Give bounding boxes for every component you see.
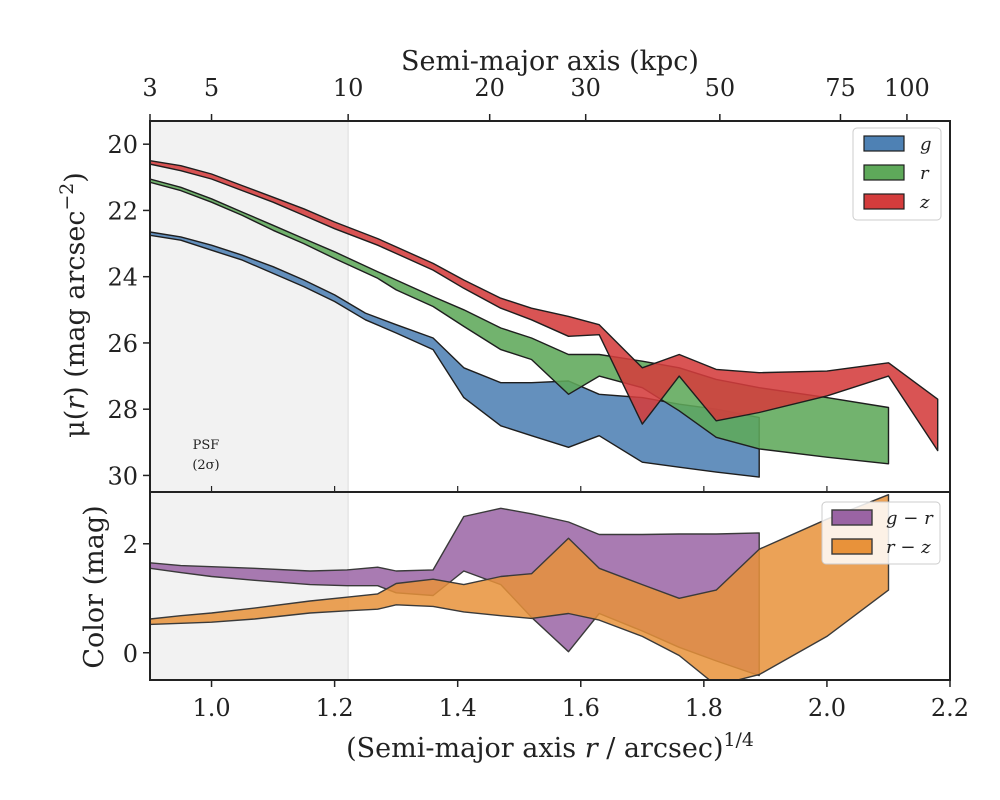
x-tick-label: 1.2 — [316, 694, 354, 722]
kpc-tick-label: 10 — [333, 74, 364, 102]
x-axis-label: (Semi-major axis r / arcsec)1/4 — [346, 729, 754, 764]
legend-label-z: z — [919, 192, 930, 213]
psf-shaded-region — [150, 121, 349, 492]
y-axis-label: μ(r) (mag arcsec−2) — [56, 172, 91, 438]
kpc-tick-label: 5 — [204, 74, 219, 102]
band-rz — [150, 494, 890, 680]
legend-swatch-rz — [831, 538, 873, 555]
kpc-tick-label: 50 — [705, 74, 736, 102]
legend-swatch-r — [863, 164, 905, 181]
kpc-tick-label: 3 — [142, 74, 157, 102]
color-y-tick-label: 0 — [123, 640, 138, 668]
x-tick-label: 1.4 — [439, 694, 477, 722]
legend-label-g: g — [920, 134, 932, 155]
x-tick-label: 2.2 — [931, 694, 969, 722]
psf-shaded-region-lower — [150, 492, 349, 680]
bottom-panel-frame — [149, 491, 951, 681]
x-tick-label: 1.6 — [562, 694, 600, 722]
psf-sigma-label: (2σ) — [192, 458, 219, 473]
top-kpc-axis: 3 5 10 20 30 50 75 100 Semi-major axis (kpc) — [142, 46, 930, 121]
y-tick-label: 22 — [107, 197, 138, 225]
kpc-tick-label: 20 — [474, 74, 505, 102]
y-tick-label: 30 — [107, 462, 138, 490]
legend-label-rz: r − z — [886, 537, 931, 558]
x-tick-label: 1.8 — [685, 694, 723, 722]
y-tick-label: 28 — [107, 396, 138, 424]
color-y-tick-label: 2 — [123, 531, 138, 559]
y-tick-label: 26 — [107, 330, 138, 358]
x-tick-label: 2.0 — [808, 694, 846, 722]
legend-swatch-gr — [831, 509, 873, 526]
band-z — [150, 160, 939, 452]
band-gr — [150, 507, 760, 677]
kpc-tick-label: 75 — [825, 74, 856, 102]
legend-swatch-z — [863, 193, 905, 210]
legend-swatch-g — [863, 135, 905, 152]
legend: grz — [852, 127, 942, 221]
psf-label: PSF — [193, 438, 220, 453]
color-legend: g − r r − z — [821, 501, 941, 565]
legend-label-r: r — [920, 163, 930, 184]
band-g — [150, 231, 760, 478]
kpc-tick-label: 100 — [884, 74, 930, 102]
y-tick-label: 24 — [107, 264, 138, 292]
surface-brightness-panel: PSF (2σ) 20 22 24 26 28 30 μ(r) (mag arcsec−2) gr… — [56, 120, 951, 493]
color-y-axis-label: Color (mag) — [79, 505, 110, 668]
y-tick-label: 20 — [107, 131, 138, 159]
x-tick-label: 1.0 — [192, 694, 230, 722]
color-panel: 0 2 1.0 1.2 1.4 1.6 1.8 2.0 2.2 Color (mag) (Semi-… — [79, 491, 969, 764]
kpc-axis-label: Semi-major axis (kpc) — [401, 46, 699, 77]
legend-label-gr: g − r — [886, 508, 934, 529]
kpc-tick-label: 30 — [570, 74, 601, 102]
